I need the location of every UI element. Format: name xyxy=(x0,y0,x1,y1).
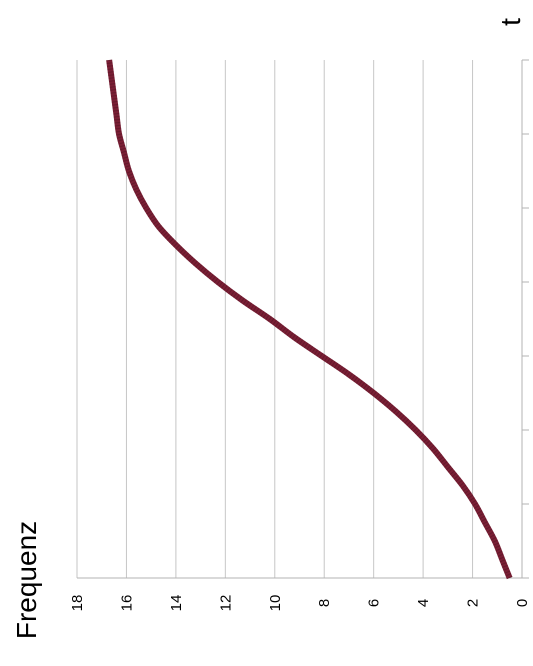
y-tick-label: 8 xyxy=(316,599,333,607)
series-line xyxy=(106,59,513,580)
y-tick-label: 16 xyxy=(118,595,135,612)
y-tick-label: 12 xyxy=(217,595,234,612)
y-tick-label: 14 xyxy=(168,595,185,612)
series-layer xyxy=(106,59,513,580)
y-tick-label: 2 xyxy=(465,599,482,607)
y-axis-label: Frequenz xyxy=(11,521,42,639)
y-tick-label: 4 xyxy=(415,599,432,607)
x-axis-label: t xyxy=(495,18,526,26)
y-tick-label: 0 xyxy=(514,599,531,607)
axes xyxy=(77,59,529,579)
y-tick-label: 10 xyxy=(267,595,284,612)
y-tick-label: 18 xyxy=(69,595,86,612)
series-line-texture xyxy=(106,59,513,580)
y-tick-label: 6 xyxy=(366,599,383,607)
tick-labels: 0 2 4 6 8 10 12 14 16 18 xyxy=(69,595,531,612)
